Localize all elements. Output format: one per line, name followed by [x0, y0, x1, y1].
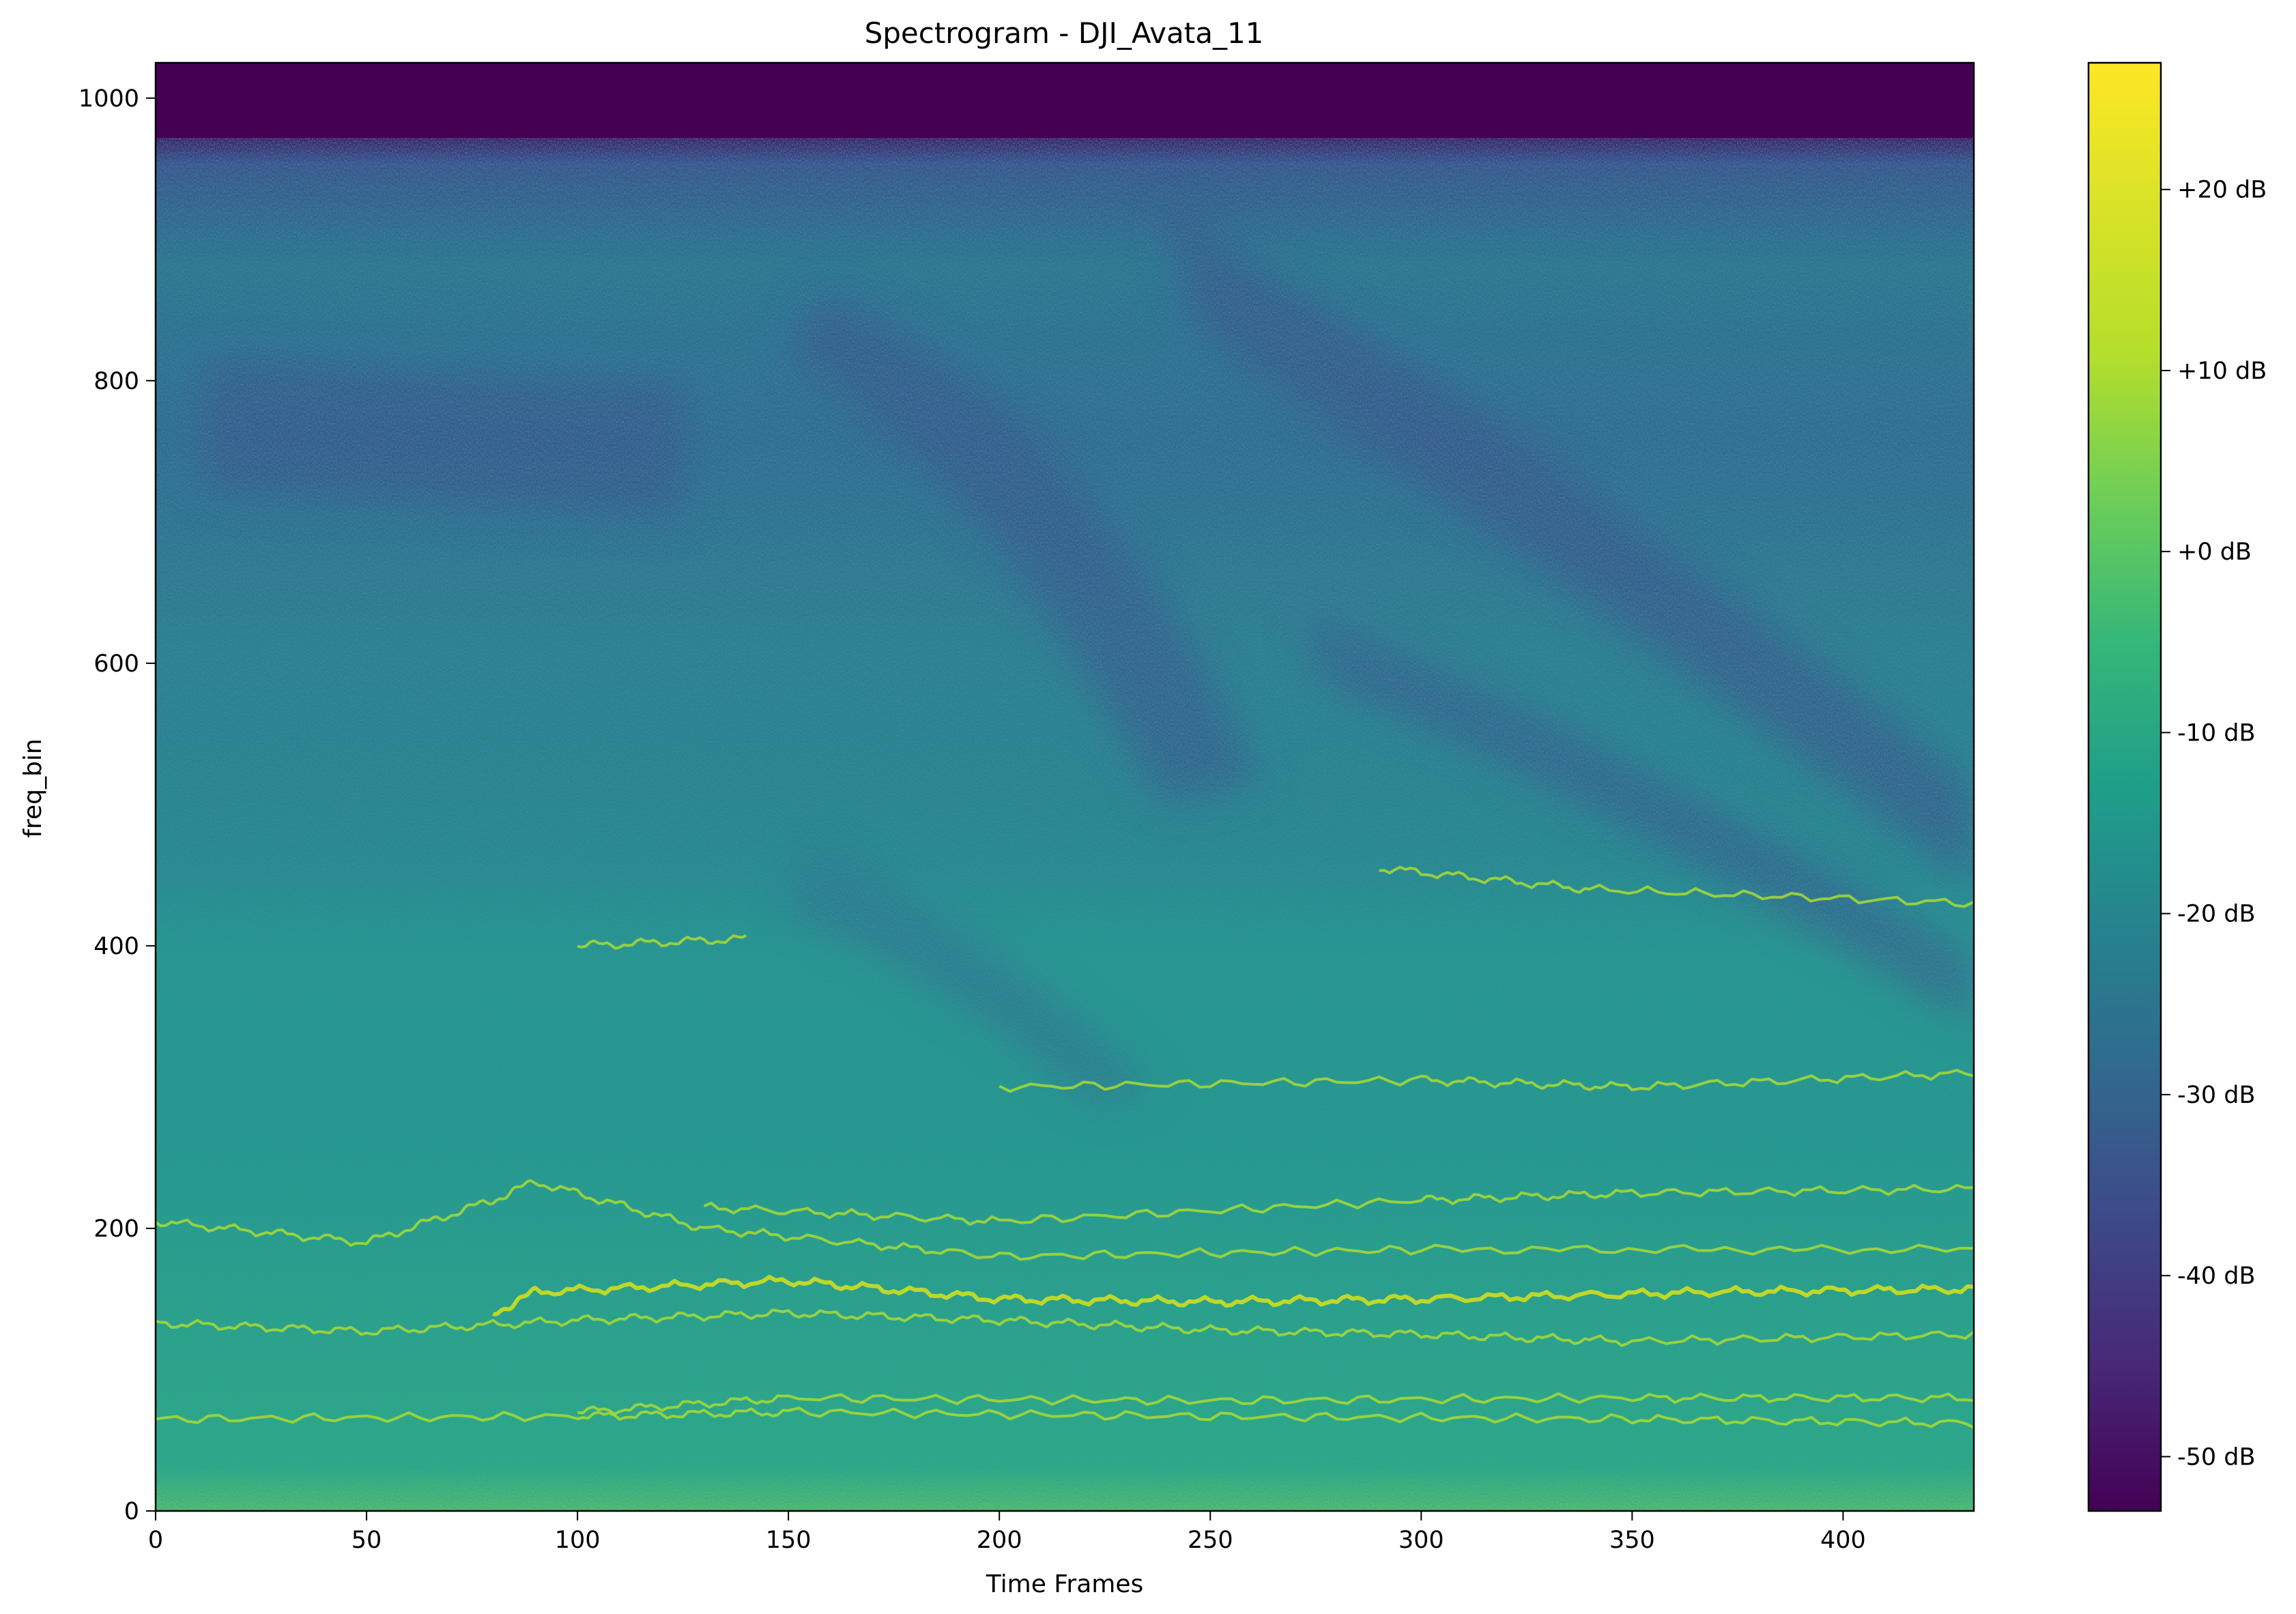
harmonic-track: [1379, 865, 1974, 908]
colorbar-tick-label: -10 dB: [2177, 719, 2256, 747]
spectrogram-heatmap: [156, 63, 1974, 1511]
top-dark-band: [156, 63, 1974, 138]
colorbar-tick-label: -50 dB: [2177, 1443, 2256, 1471]
y-tick-label: 1000: [78, 85, 139, 113]
y-tick-label: 600: [94, 650, 139, 678]
plot-frame: [154, 61, 1975, 1512]
colorbar-tick-label: +0 dB: [2177, 538, 2252, 566]
harmonic-track: [577, 1392, 1974, 1415]
colorbar-tick-label: -40 dB: [2177, 1263, 2256, 1290]
x-tick-label: 400: [1820, 1527, 1866, 1554]
x-tick-label: 100: [555, 1527, 601, 1554]
x-tick-label: 0: [148, 1527, 163, 1554]
harmonic-track: [492, 1275, 1974, 1316]
harmonic-track: [156, 1407, 1974, 1429]
x-axis-ticks: 0 50 100 150 200 250 300 350 400: [148, 1511, 1866, 1554]
harmonic-track: [577, 934, 747, 950]
colorbar-tick-label: +10 dB: [2177, 358, 2267, 385]
x-tick-label: 50: [351, 1527, 382, 1554]
x-tick-label: 250: [1188, 1527, 1233, 1554]
y-tick-label: 800: [94, 368, 139, 395]
colorbar-tick-label: -30 dB: [2177, 1082, 2256, 1109]
x-tick-label: 200: [977, 1527, 1022, 1554]
x-axis-label: Time Frames: [986, 1570, 1143, 1598]
harmonic-track: [703, 1183, 1974, 1226]
y-axis-label: freq_bin: [19, 738, 47, 837]
colorbar-ticks: +20 dB +10 dB +0 dB -10 dB -20 dB -30 dB -40 d…: [2161, 177, 2267, 1471]
harmonic-track: [156, 1308, 1974, 1347]
x-tick-label: 150: [766, 1527, 812, 1554]
chart-title: Spectrogram - DJI_Avata_11: [865, 16, 1264, 50]
colorbar-tick-label: -20 dB: [2177, 901, 2256, 928]
colorbar-tick-label: +20 dB: [2177, 177, 2267, 204]
y-tick-label: 0: [124, 1498, 139, 1525]
harmonic-track: [999, 1069, 1974, 1093]
heatmap-noise: [156, 63, 1974, 1511]
y-axis-ticks: 0 200 400 600 800 1000: [78, 85, 156, 1525]
colorbar: [2087, 61, 2162, 1512]
x-tick-label: 350: [1609, 1527, 1655, 1554]
y-tick-label: 400: [94, 933, 139, 960]
harmonic-track: [156, 1179, 1974, 1261]
x-tick-label: 300: [1398, 1527, 1444, 1554]
harmonic-tracks: [156, 865, 1974, 1429]
y-tick-label: 200: [94, 1215, 139, 1243]
